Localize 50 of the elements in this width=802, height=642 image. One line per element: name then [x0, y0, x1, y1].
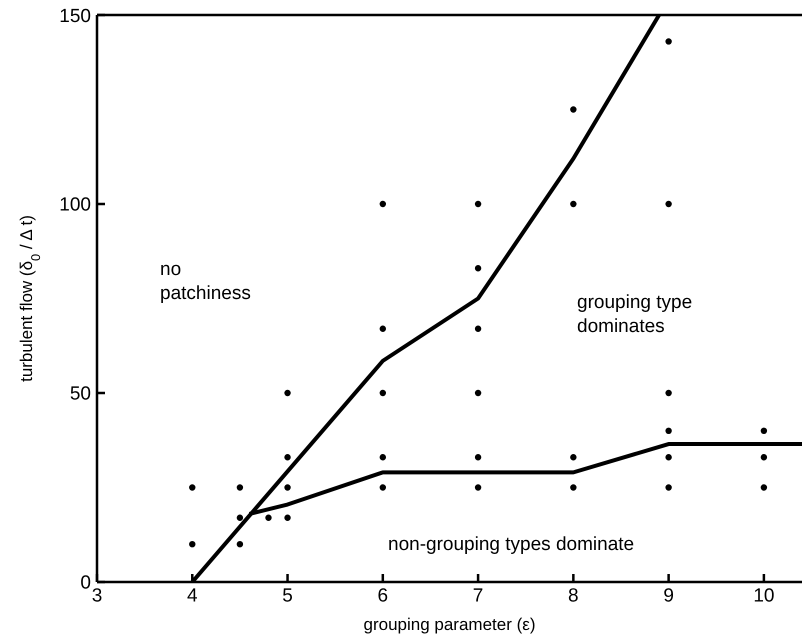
point	[380, 200, 386, 208]
annotation: grouping type dominates	[577, 291, 692, 339]
x-tick-label: 4	[186, 585, 198, 606]
y-tick-label: 50	[70, 384, 91, 405]
point	[665, 484, 672, 491]
point	[570, 454, 577, 460]
point	[236, 541, 244, 548]
point	[236, 514, 244, 521]
point	[570, 200, 577, 208]
point	[665, 200, 672, 208]
point	[380, 484, 386, 491]
point	[665, 390, 672, 396]
point	[284, 454, 291, 460]
x-tick-label: 7	[472, 585, 484, 606]
point	[236, 484, 244, 491]
point	[284, 390, 291, 396]
point	[665, 454, 672, 460]
point	[665, 38, 672, 45]
x-tick-label: 6	[378, 585, 388, 606]
point	[284, 514, 291, 521]
point	[760, 454, 768, 460]
point	[380, 454, 386, 460]
y-tick-label: 0	[80, 572, 91, 594]
x-tick-label: 10	[753, 585, 774, 606]
point	[474, 326, 482, 332]
point	[189, 484, 196, 491]
point	[189, 541, 196, 548]
point	[760, 428, 768, 434]
point	[380, 390, 386, 396]
point	[760, 484, 768, 491]
x-tick-label: 5	[282, 585, 293, 606]
point	[380, 326, 386, 332]
point	[474, 265, 482, 272]
x-tick-label: 9	[663, 585, 674, 606]
point	[474, 454, 482, 460]
x-axis-title: grouping parameter (ε)	[364, 615, 536, 634]
point	[665, 428, 672, 434]
y-tick-label: 150	[59, 6, 91, 27]
point	[265, 514, 272, 521]
point	[570, 106, 577, 113]
x-tick-label: 3	[92, 585, 102, 606]
point	[284, 484, 291, 491]
point	[474, 200, 482, 208]
point	[474, 484, 482, 491]
point	[474, 390, 482, 396]
x-tick-label: 8	[568, 585, 579, 606]
annotation: non-grouping types dominate	[388, 533, 634, 557]
point	[570, 484, 577, 491]
y-tick-label: 100	[59, 194, 91, 216]
annotation: no patchiness	[160, 258, 251, 306]
